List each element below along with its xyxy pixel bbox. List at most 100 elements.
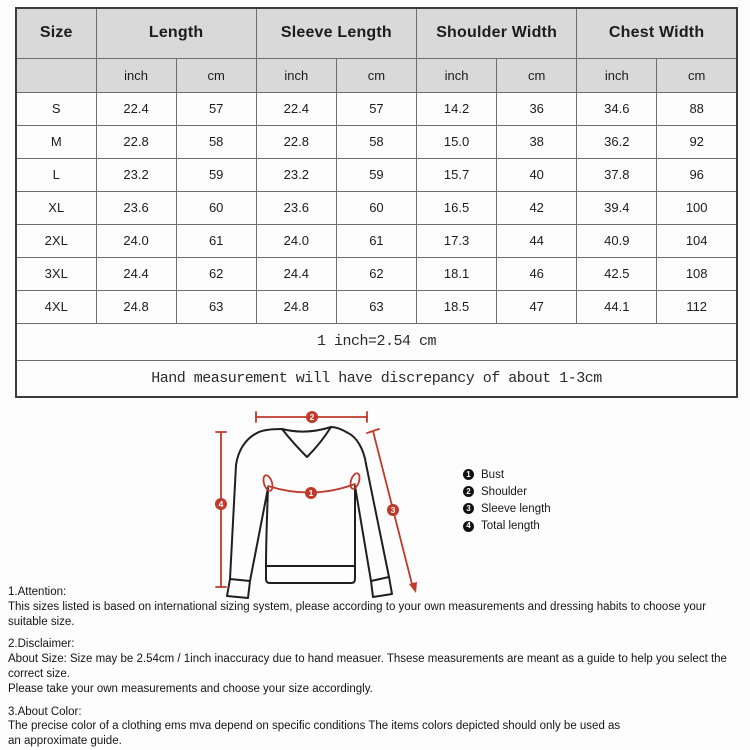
sweater-outline — [226, 426, 393, 599]
table-row-m: M 22.8 58 22.8 58 15.0 38 36.2 92 — [15, 124, 738, 159]
size-chart-table: Size Length Sleeve Length Shoulder Width… — [15, 7, 738, 398]
cell: 59 — [335, 157, 418, 192]
footnotes: 1.Attention: This sizes listed is based … — [8, 585, 748, 750]
cell: 24.4 — [95, 256, 177, 291]
cell: 40 — [496, 157, 578, 192]
cell: 46 — [496, 256, 578, 291]
about-color-section: 3.About Color: The precise color of a cl… — [8, 705, 748, 749]
size-label: 4XL — [15, 289, 97, 324]
cell: 40.9 — [576, 223, 658, 258]
cell: 23.6 — [255, 190, 337, 225]
cell: 22.4 — [95, 91, 177, 126]
attention-title: 1.Attention: — [8, 586, 67, 598]
legend-label: Total length — [481, 520, 540, 533]
cell: 57 — [175, 91, 257, 126]
col-header-length: Length — [95, 7, 257, 59]
table-row-3xl: 3XL 24.4 62 24.4 62 18.1 46 42.5 108 — [15, 256, 738, 291]
about-color-title: 3.About Color: — [8, 705, 82, 718]
cell: 62 — [175, 256, 257, 291]
legend-label: Sleeve length — [481, 502, 551, 515]
measure-markers: 2 4 1 3 — [215, 411, 399, 516]
unit-header: cm — [335, 57, 418, 93]
cell: 61 — [335, 223, 418, 258]
table-note-row-conversion: 1 inch=2.54 cm — [15, 322, 738, 361]
table-row-4xl: 4XL 24.8 63 24.8 63 18.5 47 44.1 112 — [15, 289, 738, 324]
cell: 96 — [656, 157, 738, 192]
disclaimer-body-1: About Size: Size may be 2.54cm / 1inch i… — [8, 653, 727, 680]
cell: 23.2 — [255, 157, 337, 192]
marker-2: 2 — [310, 412, 315, 422]
cell: 112 — [656, 289, 738, 324]
disclaimer-body-2: Please take your own measurements and ch… — [8, 682, 373, 695]
marker-1: 1 — [309, 488, 314, 498]
cell: 24.8 — [255, 289, 337, 324]
unit-header: inch — [415, 57, 498, 93]
unit-header: inch — [576, 57, 658, 93]
cell: 24.0 — [255, 223, 337, 258]
legend-num-2-icon: 2 — [463, 486, 474, 498]
sweater-measurement-diagram: 2 4 1 3 — [215, 411, 417, 599]
unit-header: cm — [496, 57, 578, 93]
cell: 58 — [175, 124, 257, 159]
size-label: 2XL — [15, 223, 97, 258]
legend-num-4-icon: 4 — [463, 520, 474, 532]
cell: 17.3 — [415, 223, 498, 258]
size-label: 3XL — [15, 256, 97, 291]
col-header-sleeve-length: Sleeve Length — [255, 7, 418, 59]
cell: 23.6 — [95, 190, 177, 225]
cell: 24.4 — [255, 256, 337, 291]
cell: 100 — [656, 190, 738, 225]
cell: 38 — [496, 124, 578, 159]
cell: 47 — [496, 289, 578, 324]
col-header-size: Size — [15, 7, 97, 59]
unit-header: inch — [255, 57, 337, 93]
size-label: XL — [15, 190, 97, 225]
cell: 14.2 — [415, 91, 498, 126]
cell: 92 — [656, 124, 738, 159]
col-header-shoulder-width: Shoulder Width — [415, 7, 578, 59]
table-row-xl: XL 23.6 60 23.6 60 16.5 42 39.4 100 — [15, 190, 738, 225]
attention-section: 1.Attention: This sizes listed is based … — [8, 585, 748, 629]
disclaimer-section: 2.Disclaimer: About Size: Size may be 2.… — [8, 637, 748, 696]
cell: 108 — [656, 256, 738, 291]
cell: 60 — [175, 190, 257, 225]
cell: 34.6 — [576, 91, 658, 126]
diagram-legend: 1 Bust 2 Shoulder 3 Sleeve length 4 Tota… — [463, 466, 551, 535]
cell: 15.7 — [415, 157, 498, 192]
cell: 39.4 — [576, 190, 658, 225]
table-row-2xl: 2XL 24.0 61 24.0 61 17.3 44 40.9 104 — [15, 223, 738, 258]
cell: 37.8 — [576, 157, 658, 192]
size-label: M — [15, 124, 97, 159]
cell: 63 — [175, 289, 257, 324]
legend-label: Bust — [481, 468, 505, 481]
cell: 62 — [335, 256, 418, 291]
cell: 61 — [175, 223, 257, 258]
legend-item-sleeve-length: 3 Sleeve length — [463, 500, 551, 517]
cell: 18.5 — [415, 289, 498, 324]
cell: 18.1 — [415, 256, 498, 291]
cell: 57 — [335, 91, 418, 126]
cell: 44.1 — [576, 289, 658, 324]
cell: 36 — [496, 91, 578, 126]
cell: 22.8 — [95, 124, 177, 159]
cell: 15.0 — [415, 124, 498, 159]
cell: 44 — [496, 223, 578, 258]
table-header-row: Size Length Sleeve Length Shoulder Width… — [15, 7, 738, 59]
cell: 23.2 — [95, 157, 177, 192]
cell: 24.8 — [95, 289, 177, 324]
legend-item-bust: 1 Bust — [463, 466, 551, 483]
disclaimer-title: 2.Disclaimer: — [8, 638, 75, 651]
col-header-chest-width: Chest Width — [576, 7, 738, 59]
measurement-note: Hand measurement will have discrepancy o… — [15, 359, 738, 398]
cell: 22.4 — [255, 91, 337, 126]
unit-header-empty — [15, 57, 97, 93]
table-unit-row: inch cm inch cm inch cm inch cm — [15, 57, 738, 93]
unit-header: cm — [656, 57, 738, 93]
cell: 42.5 — [576, 256, 658, 291]
size-label: L — [15, 157, 97, 192]
legend-num-1-icon: 1 — [463, 469, 474, 481]
legend-label: Shoulder — [481, 485, 528, 498]
cell: 24.0 — [95, 223, 177, 258]
legend-item-total-length: 4 Total length — [463, 518, 551, 535]
